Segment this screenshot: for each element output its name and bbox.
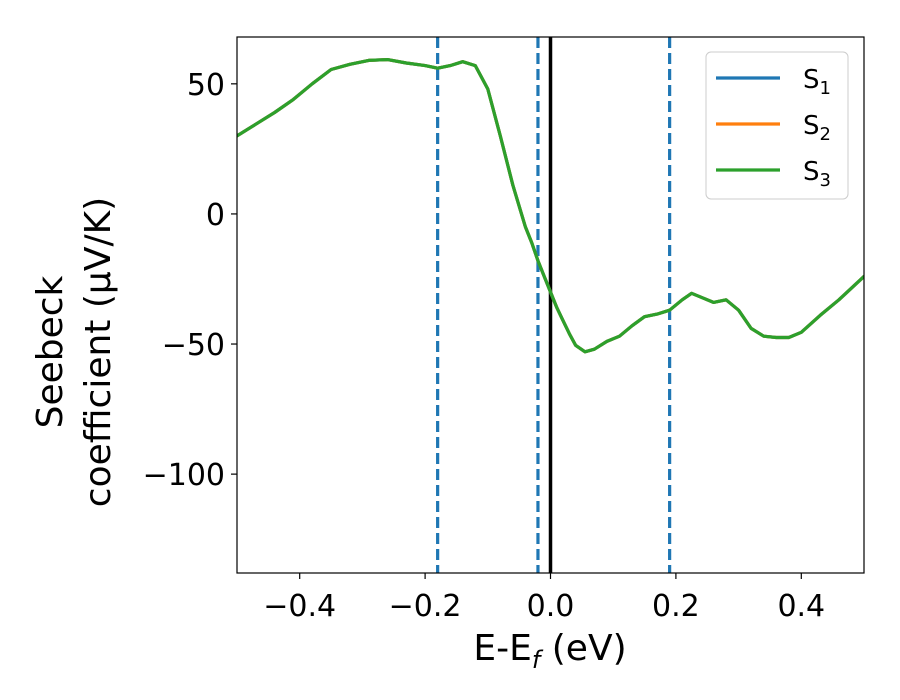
x-tick-label: 0.2 (652, 589, 700, 624)
x-tick-label: 0.0 (527, 589, 575, 624)
y-tick-label: −100 (143, 458, 225, 493)
y-tick-label: 50 (187, 68, 225, 103)
x-axis-label-main: E-E (473, 628, 531, 669)
x-axis-ticks: −0.4 −0.2 0.0 0.2 0.4 (263, 573, 825, 624)
x-tick-label: −0.4 (263, 589, 336, 624)
y-tick-label: 0 (206, 198, 225, 233)
y-axis-label: Seebeck coefficient (μV/K) (30, 197, 119, 507)
legend-label-s2: S2 (803, 111, 831, 145)
y-tick-label: −50 (162, 328, 225, 363)
series-lines (237, 58, 864, 354)
y-axis-label-line-1: Seebeck (30, 275, 71, 428)
x-tick-label: −0.2 (389, 589, 462, 624)
reference-lines (436, 37, 672, 573)
legend: S1 S2 S3 (705, 51, 849, 200)
x-axis-label: E-Ef (eV) (473, 628, 626, 674)
x-axis-label-unit: (eV) (540, 628, 626, 669)
x-tick-label: 0.4 (777, 589, 825, 624)
y-axis-label-line-2: coefficient (μV/K) (78, 197, 119, 507)
legend-label-s1: S1 (803, 65, 831, 99)
series-line-s3 (237, 58, 864, 354)
y-axis-ticks: −100 −50 0 50 (143, 68, 237, 493)
legend-label-s3: S3 (803, 157, 831, 191)
